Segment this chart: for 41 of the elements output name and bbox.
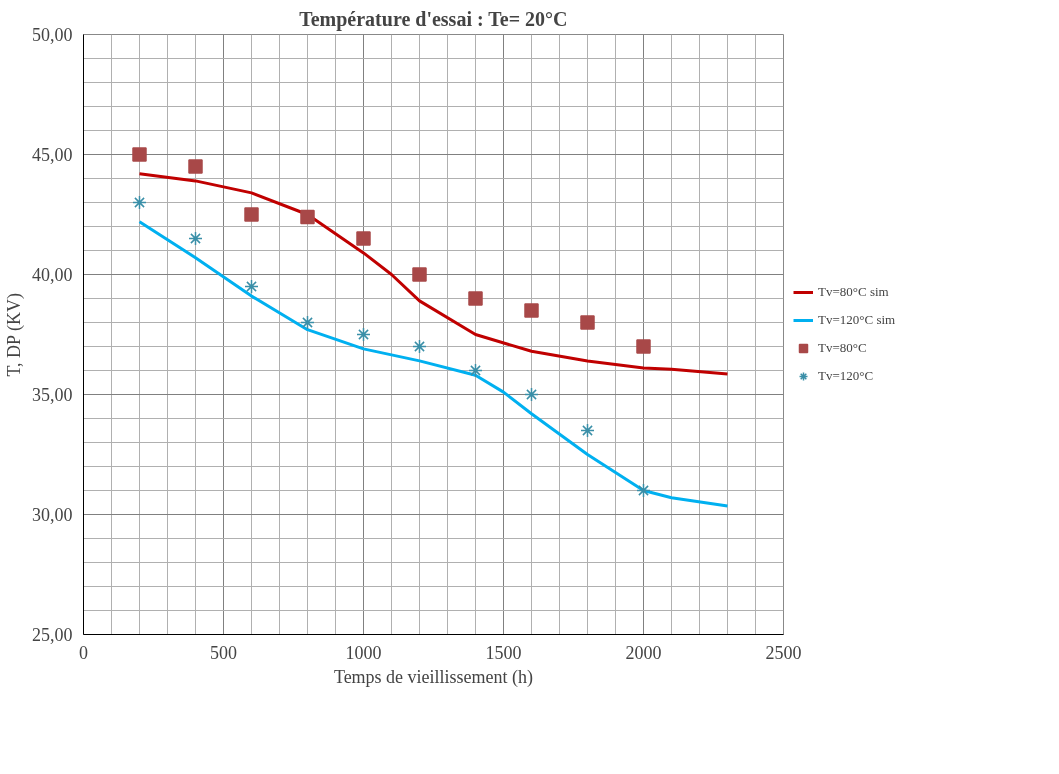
point — [244, 279, 259, 294]
legend-label: Tv=80°C — [818, 340, 867, 356]
point — [300, 315, 315, 330]
x-tick-label: 2500 — [765, 642, 802, 663]
point — [356, 231, 371, 246]
point — [132, 147, 147, 162]
x-tick-label: 1500 — [485, 642, 522, 663]
y-tick-label: 50,00 — [32, 25, 73, 45]
y-axis-title: T, DP (KV) — [4, 293, 25, 377]
y-tick-label: 35,00 — [32, 385, 73, 405]
point — [524, 387, 539, 402]
legend-label: Tv=80°C sim — [818, 284, 889, 300]
point — [468, 363, 483, 378]
x-tick-label: 2000 — [625, 642, 662, 663]
point — [580, 423, 595, 438]
x-tick-label: 0 — [79, 642, 88, 663]
point — [636, 483, 651, 498]
point — [524, 303, 539, 318]
y-tick-label: 25,00 — [32, 625, 73, 645]
chart-title: Température d'essai : Te= 20°C — [299, 7, 568, 31]
point — [188, 231, 203, 246]
point — [356, 327, 371, 342]
legend-label: Tv=120°C — [818, 368, 874, 384]
x-tick-label: 1000 — [345, 642, 382, 663]
point — [300, 209, 315, 225]
point — [468, 291, 483, 306]
line-series — [138, 172, 729, 376]
legend-label: Tv=120°C sim — [818, 312, 896, 328]
point — [244, 207, 259, 222]
y-tick-label: 45,00 — [32, 145, 73, 165]
point — [188, 159, 203, 174]
point — [412, 267, 427, 282]
y-tick-label: 30,00 — [32, 505, 73, 525]
point — [412, 339, 427, 354]
x-tick-label: 500 — [210, 642, 237, 663]
point — [636, 339, 651, 354]
line-series — [138, 220, 729, 508]
point — [580, 315, 595, 330]
point — [132, 195, 147, 210]
y-tick-label: 40,00 — [32, 265, 73, 285]
x-axis-title: Temps de vieillissement (h) — [333, 666, 534, 688]
